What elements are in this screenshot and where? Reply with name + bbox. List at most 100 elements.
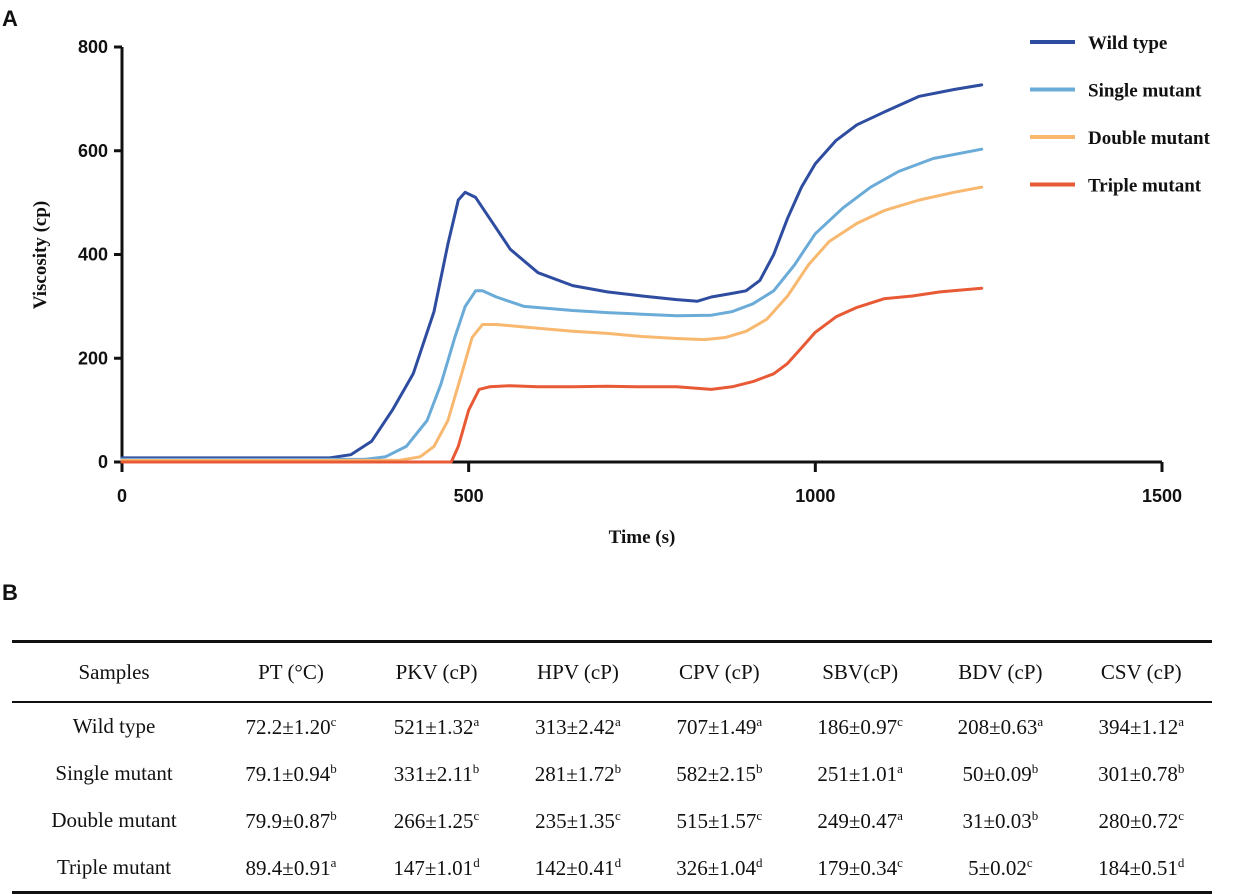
legend-label-single-mutant: Single mutant: [1088, 81, 1202, 102]
significance-letter: a: [473, 713, 480, 729]
significance-letter: a: [1178, 713, 1185, 729]
cell-value: 79.1±0.94: [245, 761, 331, 786]
table-cell: 331±2.11b: [366, 750, 507, 797]
cell-value: 301±0.78: [1098, 761, 1178, 786]
table-cell: 72.2±1.20c: [216, 702, 366, 750]
table-cell: 301±0.78b: [1071, 750, 1212, 797]
cell-value: 326±1.04: [676, 855, 756, 880]
table-cell: Single mutant: [12, 750, 216, 797]
table-cell: 186±0.97c: [790, 702, 930, 750]
column-header: SBV(cP): [822, 659, 899, 684]
cell-value: 186±0.97: [817, 714, 898, 739]
column-header: HPV (cP): [537, 659, 619, 684]
table-row: Double mutant 79.9±0.87b 266±1.25c 235±1.35…: [12, 797, 1212, 844]
cell-value: Wild type: [72, 714, 156, 738]
cell-value: 251±1.01: [817, 761, 898, 786]
cell-value: 266±1.25: [393, 808, 474, 833]
significance-letter: c: [1026, 854, 1033, 870]
significance-letter: d: [755, 854, 763, 870]
table-cell: Wild type: [12, 702, 216, 750]
cell-value: 179±0.34: [817, 855, 898, 880]
table-header-row: Samples PT (°C) PKV (cP) HPV (cP) CPV (cP) SB…: [12, 641, 1212, 702]
cell-value: 142±0.41: [534, 855, 615, 880]
cell-value: 582±2.15: [676, 761, 756, 786]
significance-letter: a: [897, 807, 903, 823]
rva-parameters-table-container: Samples PT (°C) PKV (cP) HPV (cP) CPV (cP) SB…: [12, 640, 1212, 894]
legend-label-triple-mutant: Triple mutant: [1088, 176, 1202, 197]
y-tick-label: 600: [78, 141, 108, 161]
column-header: Samples: [78, 659, 150, 684]
table-cell: 89.4±0.91a: [216, 844, 366, 893]
panel-b-label: B: [2, 580, 18, 605]
y-tick-label: 0: [98, 452, 108, 472]
cell-value: 72.2±1.20: [245, 714, 331, 739]
y-tick-label: 200: [78, 348, 108, 368]
cell-value: 331±2.11: [393, 761, 473, 786]
significance-letter: a: [756, 713, 763, 729]
x-axis-title: Time (s): [609, 527, 676, 548]
cell-value: 31±0.03: [962, 808, 1032, 833]
cell-value: 50±0.09: [962, 761, 1032, 786]
series-line-double-mutant: [120, 185, 984, 462]
column-header: CPV (cP): [678, 659, 760, 684]
series-line-single-mutant: [120, 147, 984, 461]
significance-letter: a: [330, 854, 337, 870]
significance-letter: c: [897, 854, 903, 870]
x-tick-label: 1000: [795, 486, 835, 506]
panel-a-label: A: [2, 6, 18, 31]
significance-letter: a: [897, 760, 903, 776]
cell-value: Single mutant: [55, 761, 173, 785]
table-cell: 79.1±0.94b: [216, 750, 366, 797]
table-cell: 515±1.57c: [649, 797, 790, 844]
x-tick-label: 1500: [1142, 486, 1182, 506]
significance-letter: b: [614, 760, 622, 776]
significance-letter: c: [614, 807, 621, 823]
series-line-wild-type: [120, 83, 984, 460]
cell-value: 184±0.51: [1098, 855, 1178, 880]
table-cell: 249±0.47a: [790, 797, 930, 844]
column-header: CSV (cP): [1100, 659, 1182, 684]
rva-parameters-table: Samples PT (°C) PKV (cP) HPV (cP) CPV (cP) SB…: [12, 640, 1212, 894]
table-cell: 280±0.72c: [1071, 797, 1212, 844]
x-tick-label: 0: [117, 486, 127, 506]
table-row: Single mutant 79.1±0.94b 331±2.11b 281±1.72…: [12, 750, 1212, 797]
significance-letter: b: [1177, 760, 1185, 776]
viscosity-line-chart: 0 200 400 600 800 0 500 1000 1500 Wild type Singl…: [30, 33, 1211, 548]
significance-letter: b: [330, 807, 337, 823]
table-row: Wild type 72.2±1.20c 521±1.32a 313±2.42a 707…: [12, 702, 1212, 750]
cell-value: 515±1.57: [676, 808, 757, 833]
table-cell: 394±1.12a: [1071, 702, 1212, 750]
table-cell: Triple mutant: [12, 844, 216, 893]
column-header: PKV (cP): [395, 659, 478, 684]
cell-value: 707±1.49: [676, 714, 757, 739]
table-cell: 50±0.09b: [930, 750, 1070, 797]
cell-value: 249±0.47: [817, 808, 898, 833]
significance-letter: d: [1177, 854, 1185, 870]
legend-label-double-mutant: Double mutant: [1088, 128, 1211, 149]
cell-value: 313±2.42: [535, 714, 615, 739]
significance-letter: c: [330, 713, 337, 729]
chart-legend: Wild type Single mutant Double mutant Tripl…: [1030, 33, 1211, 197]
column-header: PT (°C): [258, 659, 324, 684]
table-body: Wild type 72.2±1.20c 521±1.32a 313±2.42a 707…: [12, 702, 1212, 893]
significance-letter: c: [897, 713, 903, 729]
table-cell: 707±1.49a: [649, 702, 790, 750]
cell-value: 208±0.63: [957, 714, 1038, 739]
series-line-triple-mutant: [120, 286, 984, 464]
significance-letter: a: [614, 713, 621, 729]
chart-axes: 0 200 400 600 800 0 500 1000 1500: [78, 37, 1182, 506]
legend-label-wild-type: Wild type: [1088, 33, 1167, 54]
table-cell: 5±0.02c: [930, 844, 1070, 893]
table-cell: 235±1.35c: [507, 797, 648, 844]
table-cell: 147±1.01d: [366, 844, 507, 893]
chart-series: [120, 83, 984, 464]
significance-letter: b: [755, 760, 763, 776]
table-cell: 582±2.15b: [649, 750, 790, 797]
table-cell: 208±0.63a: [930, 702, 1070, 750]
significance-letter: b: [1031, 760, 1039, 776]
cell-value: 394±1.12: [1098, 714, 1179, 739]
table-cell: 266±1.25c: [366, 797, 507, 844]
significance-letter: d: [473, 854, 480, 870]
table-cell: 142±0.41d: [507, 844, 648, 893]
table-cell: 79.9±0.87b: [216, 797, 366, 844]
